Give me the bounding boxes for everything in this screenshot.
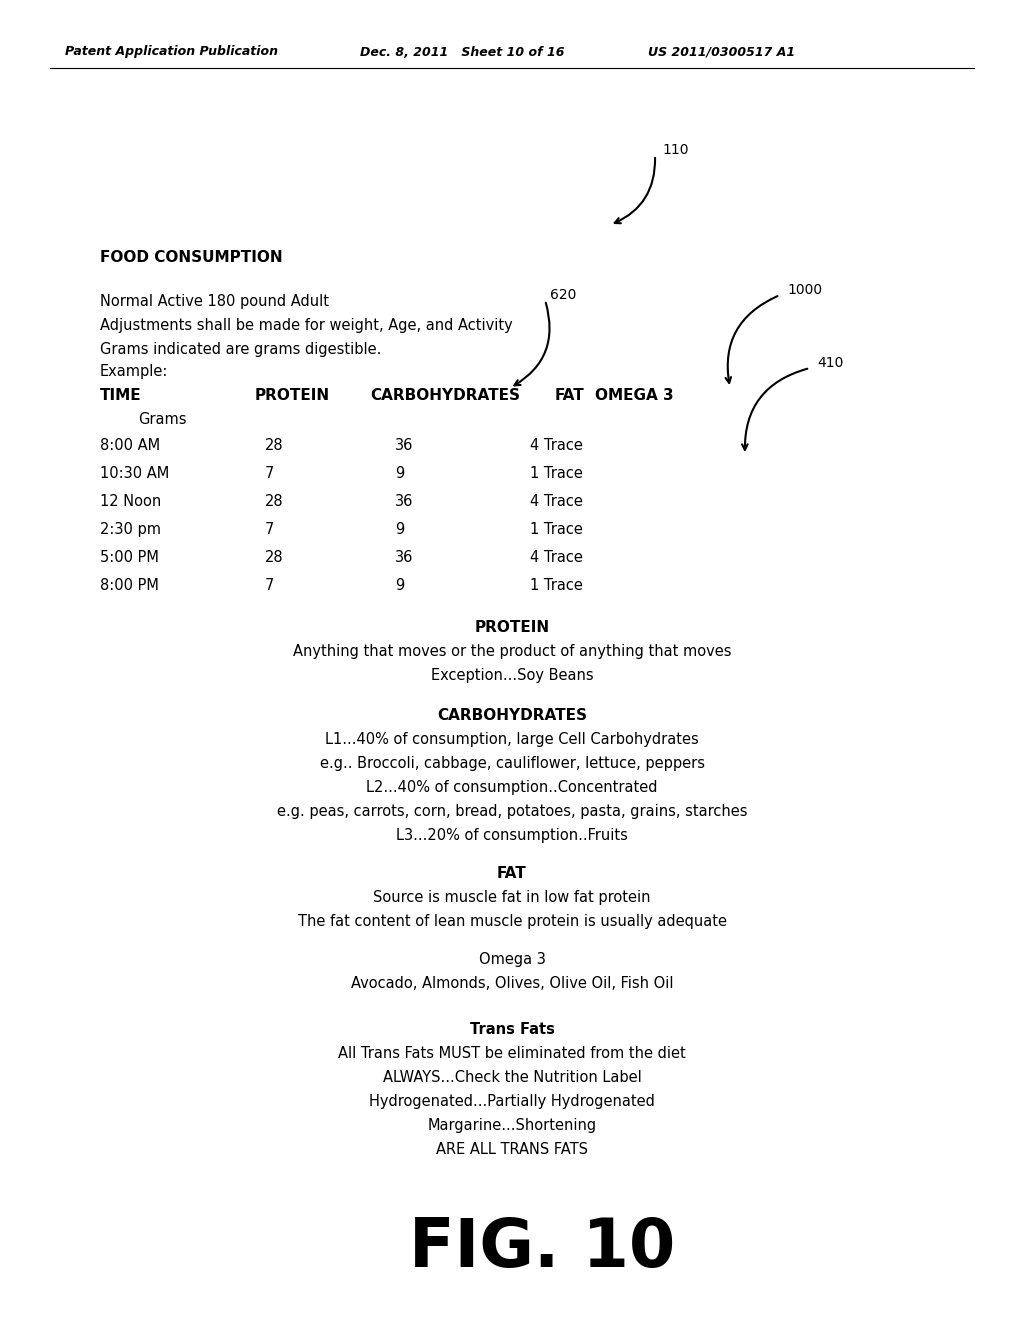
Text: Example:: Example: (100, 364, 168, 379)
Text: 8:00 PM: 8:00 PM (100, 578, 159, 593)
Text: Omega 3: Omega 3 (478, 952, 546, 968)
Text: All Trans Fats MUST be eliminated from the diet: All Trans Fats MUST be eliminated from t… (338, 1045, 686, 1061)
Text: 9: 9 (395, 578, 404, 593)
Text: Margarine...Shortening: Margarine...Shortening (427, 1118, 597, 1133)
Text: 1 Trace: 1 Trace (530, 521, 583, 537)
Text: Grams indicated are grams digestible.: Grams indicated are grams digestible. (100, 342, 381, 356)
Text: 7: 7 (265, 466, 274, 480)
Text: ARE ALL TRANS FATS: ARE ALL TRANS FATS (436, 1142, 588, 1158)
Text: Exception...Soy Beans: Exception...Soy Beans (431, 668, 593, 682)
Text: 7: 7 (265, 521, 274, 537)
Text: Trans Fats: Trans Fats (470, 1022, 554, 1038)
Text: FIG. 10: FIG. 10 (409, 1214, 675, 1280)
Text: FOOD CONSUMPTION: FOOD CONSUMPTION (100, 249, 283, 265)
Text: 8:00 AM: 8:00 AM (100, 438, 160, 453)
Text: 2:30 pm: 2:30 pm (100, 521, 161, 537)
Text: PROTEIN: PROTEIN (255, 388, 330, 403)
Text: 9: 9 (395, 466, 404, 480)
Text: Grams: Grams (138, 412, 186, 426)
Text: CARBOHYDRATES: CARBOHYDRATES (370, 388, 520, 403)
Text: FAT: FAT (555, 388, 585, 403)
Text: e.g.. Broccoli, cabbage, cauliflower, lettuce, peppers: e.g.. Broccoli, cabbage, cauliflower, le… (319, 756, 705, 771)
Text: 1 Trace: 1 Trace (530, 466, 583, 480)
Text: 28: 28 (265, 438, 284, 453)
Text: Avocado, Almonds, Olives, Olive Oil, Fish Oil: Avocado, Almonds, Olives, Olive Oil, Fis… (351, 975, 673, 991)
Text: 36: 36 (395, 438, 414, 453)
Text: 9: 9 (395, 521, 404, 537)
Text: L3...20% of consumption..Fruits: L3...20% of consumption..Fruits (396, 828, 628, 843)
Text: 1000: 1000 (787, 282, 822, 297)
Text: 12 Noon: 12 Noon (100, 494, 161, 510)
Text: 410: 410 (817, 356, 844, 370)
Text: 5:00 PM: 5:00 PM (100, 550, 159, 565)
Text: 28: 28 (265, 494, 284, 510)
Text: Adjustments shall be made for weight, Age, and Activity: Adjustments shall be made for weight, Ag… (100, 318, 513, 333)
Text: TIME: TIME (100, 388, 141, 403)
Text: The fat content of lean muscle protein is usually adequate: The fat content of lean muscle protein i… (298, 913, 726, 929)
Text: 28: 28 (265, 550, 284, 565)
Text: ALWAYS...Check the Nutrition Label: ALWAYS...Check the Nutrition Label (383, 1071, 641, 1085)
Text: 36: 36 (395, 494, 414, 510)
Text: US 2011/0300517 A1: US 2011/0300517 A1 (648, 45, 795, 58)
Text: 4 Trace: 4 Trace (530, 438, 583, 453)
Text: L2...40% of consumption..Concentrated: L2...40% of consumption..Concentrated (367, 780, 657, 795)
Text: L1...40% of consumption, large Cell Carbohydrates: L1...40% of consumption, large Cell Carb… (326, 733, 698, 747)
Text: e.g. peas, carrots, corn, bread, potatoes, pasta, grains, starches: e.g. peas, carrots, corn, bread, potatoe… (276, 804, 748, 818)
Text: Source is muscle fat in low fat protein: Source is muscle fat in low fat protein (374, 890, 650, 906)
Text: 10:30 AM: 10:30 AM (100, 466, 169, 480)
Text: 4 Trace: 4 Trace (530, 550, 583, 565)
Text: 36: 36 (395, 550, 414, 565)
Text: Patent Application Publication: Patent Application Publication (65, 45, 278, 58)
Text: 110: 110 (662, 143, 688, 157)
Text: Dec. 8, 2011   Sheet 10 of 16: Dec. 8, 2011 Sheet 10 of 16 (360, 45, 564, 58)
Text: OMEGA 3: OMEGA 3 (595, 388, 674, 403)
Text: Hydrogenated...Partially Hydrogenated: Hydrogenated...Partially Hydrogenated (369, 1094, 655, 1109)
Text: 1 Trace: 1 Trace (530, 578, 583, 593)
Text: 4 Trace: 4 Trace (530, 494, 583, 510)
Text: CARBOHYDRATES: CARBOHYDRATES (437, 708, 587, 723)
Text: Anything that moves or the product of anything that moves: Anything that moves or the product of an… (293, 644, 731, 659)
Text: FAT: FAT (497, 866, 527, 880)
Text: 620: 620 (550, 288, 577, 302)
Text: 7: 7 (265, 578, 274, 593)
Text: PROTEIN: PROTEIN (474, 620, 550, 635)
Text: Normal Active 180 pound Adult: Normal Active 180 pound Adult (100, 294, 329, 309)
